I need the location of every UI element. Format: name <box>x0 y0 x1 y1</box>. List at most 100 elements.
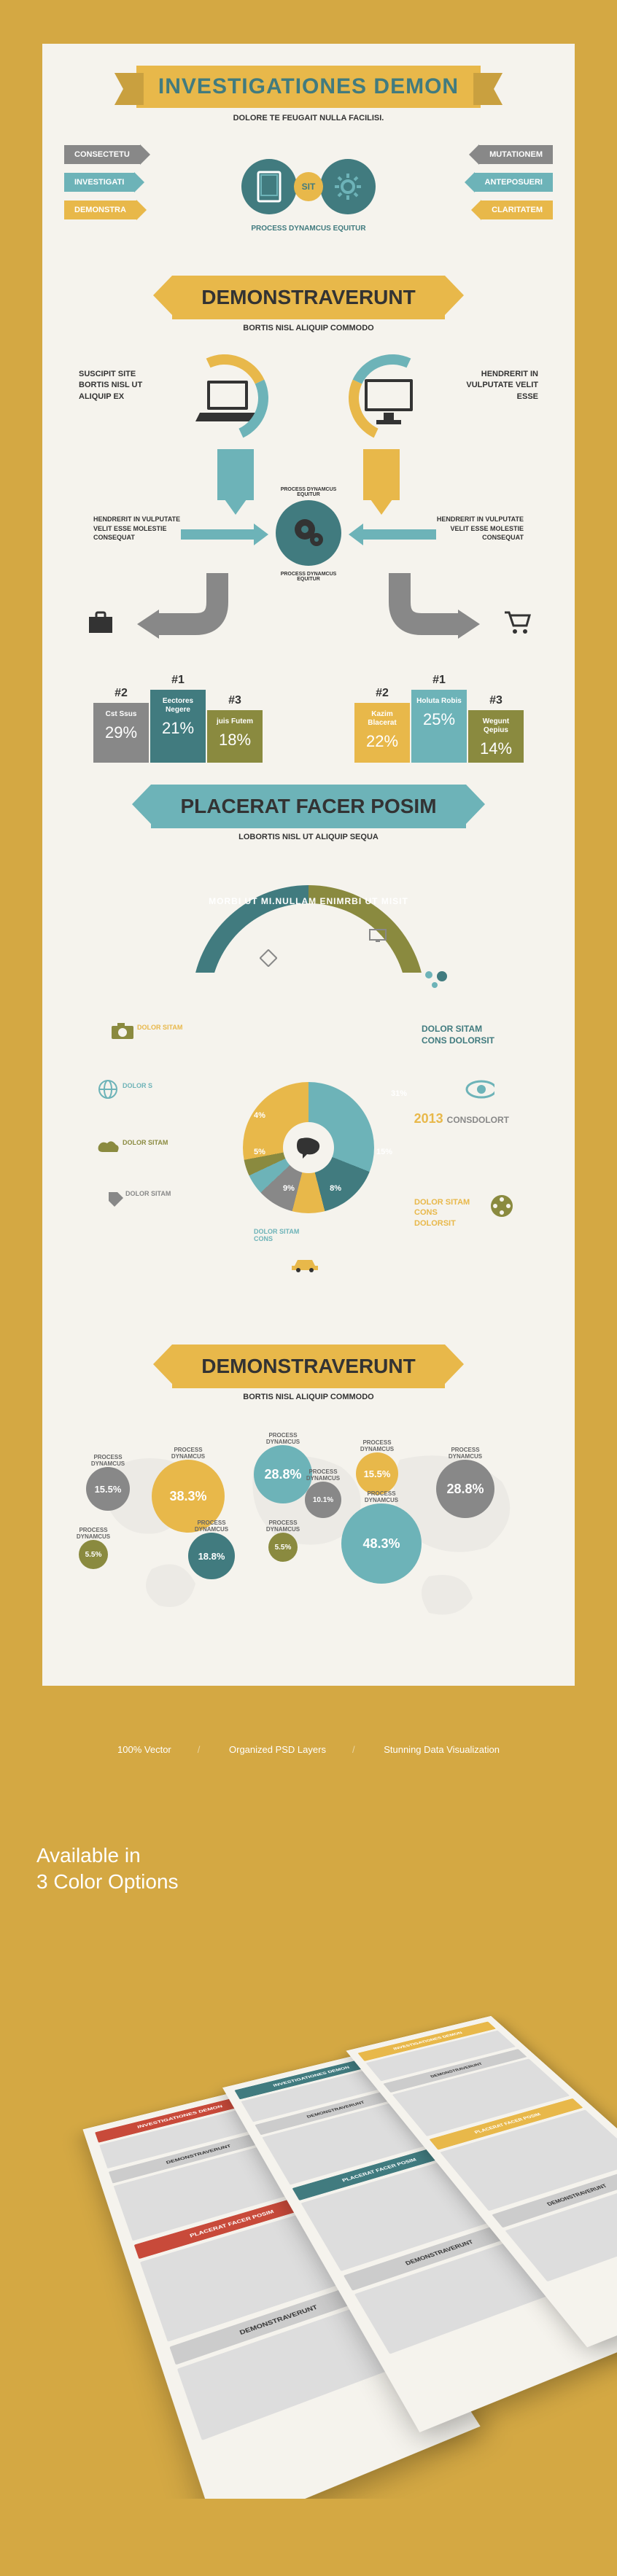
promo-section: Available in 3 Color Options INVESTIGATI… <box>0 1842 617 2499</box>
bubble-label-8: PROCESS DYNAMCUS <box>360 1490 403 1503</box>
side-label-l3: DOLOR S <box>123 1082 152 1089</box>
pie-pct-5: 4% <box>254 1111 265 1120</box>
bubble-label-2: PROCESS DYNAMCUS <box>166 1447 210 1460</box>
heading-arrow-2: PLACERAT FACER POSIM <box>151 785 465 828</box>
tag-2: Stunning Data Visualization <box>384 1744 500 1755</box>
mid-text-right: HENDRERIT IN VULPUTATE VELIT ESSE MOLEST… <box>436 515 524 542</box>
side-label-l5: DOLOR SITAM <box>125 1190 171 1197</box>
center-circles: SIT <box>241 159 376 214</box>
tag-1: Organized PSD Layers <box>229 1744 326 1755</box>
molecule-icon <box>422 965 451 995</box>
mid-text-left: HENDRERIT IN VULPUTATE VELIT ESSE MOLEST… <box>93 515 181 542</box>
bubble-label-0: PROCESS DYNAMCUS <box>86 1454 130 1467</box>
side-label-l4: DOLOR SITAM <box>123 1139 168 1146</box>
rank-bar: #1Holuta Robis25% <box>411 690 467 763</box>
main-subtitle: DOLORE TE FEUGAIT NULLA FACILISI. <box>64 114 553 122</box>
rank-bar: #2Cst Ssus29% <box>93 703 149 763</box>
eye-icon <box>465 1075 494 1104</box>
bubble-1: 5.5% <box>79 1540 108 1569</box>
map-section: 15.5%PROCESS DYNAMCUS5.5%PROCESS DYNAMCU… <box>64 1423 553 1657</box>
arrow-right: ANTEPOSUERI <box>465 172 553 192</box>
gear-big-icon <box>290 515 327 551</box>
pie-section: MORBI UT MI.NULLAM ENIMRBI UT MISIT 31% … <box>64 871 553 1323</box>
heading-arrow-1: DEMONSTRAVERUNT <box>172 276 444 319</box>
section1-heading: .heading-arrow[style*="rgb(232, 184, 74)… <box>64 276 553 332</box>
side-label-r1: DOLOR SITAM CONS DOLORSIT <box>414 1197 480 1229</box>
promo-l2: 3 Color Options <box>36 1870 179 1893</box>
side-label-l2: DOLOR SITAM <box>137 1024 182 1031</box>
bubble-8: 48.3% <box>341 1503 422 1584</box>
bubble-7: 15.5% <box>356 1452 398 1495</box>
cloud-icon <box>93 1133 123 1162</box>
side-label-r0: DOLOR SITAM CONS DOLORSIT <box>422 1024 509 1046</box>
pie-pct-2: 8% <box>330 1184 341 1193</box>
section2-title: PLACERAT FACER POSIM <box>180 795 436 817</box>
bubble-9: 28.8% <box>436 1460 494 1518</box>
flow-arrow-left <box>217 449 254 500</box>
ranks-left: #2Cst Ssus29%#1Eectores Negere21%#3juis … <box>93 690 263 763</box>
flow-section: SUSCIPIT SITE BORTIS NISL UT ALIQUIP EX … <box>64 354 553 763</box>
flow-text-left: SUSCIPIT SITE BORTIS NISL UT ALIQUIP EX <box>79 369 166 402</box>
cart-icon <box>502 610 531 639</box>
bubble-label-3: PROCESS DYNAMCUS <box>190 1519 233 1533</box>
flow-text-right: HENDRERIT IN VULPUTATE VELIT ESSE <box>451 369 538 402</box>
morbi-text: MORBI UT MI.NULLAM ENIMRBI UT MISIT <box>209 896 408 906</box>
rank-bar: #2Kazim Blacerat22% <box>354 703 410 763</box>
rank-bar: #3juis Futem18% <box>207 710 263 763</box>
bubble-label-1: PROCESS DYNAMCUS <box>71 1527 115 1540</box>
arc-right <box>336 342 449 454</box>
bubble-label-4: PROCESS DYNAMCUS <box>261 1432 305 1445</box>
heading-arrow-3: DEMONSTRAVERUNT <box>172 1345 444 1388</box>
briefcase-icon <box>86 610 115 639</box>
bubble-label-5: PROCESS DYNAMCUS <box>301 1468 345 1482</box>
section3-heading: .heading-arrow[style*="rgb(232, 184, 74)… <box>64 1345 553 1401</box>
section3-title: DEMONSTRAVERUNT <box>201 1355 415 1377</box>
arrows-section: CONSECTETUINVESTIGATIDEMONSTRAMUTATIONEM… <box>64 137 553 254</box>
bubble-label-7: PROCESS DYNAMCUS <box>355 1439 399 1452</box>
promo-l1: Available in <box>36 1844 141 1867</box>
tag-icon <box>254 943 283 973</box>
bubble-0: 15.5% <box>86 1467 130 1511</box>
section1-subtitle: BORTIS NISL ALIQUIP COMMODO <box>64 324 553 332</box>
arrow-right: MUTATIONEM <box>469 144 553 165</box>
camera-icon <box>108 1016 137 1046</box>
gear-bottom-label: PROCESS DYNAMCUS EQUITUR <box>272 572 345 582</box>
arrow-left: CONSECTETU <box>64 144 150 165</box>
pie-center <box>283 1122 334 1173</box>
pie-pct-3: 9% <box>283 1184 295 1193</box>
bubble-3: 18.8% <box>188 1533 235 1579</box>
section2-subtitle: LOBORTIS NISL UT ALIQUIP SEQUA <box>64 833 553 841</box>
section1-title: DEMONSTRAVERUNT <box>201 286 415 308</box>
title-banner: INVESTIGATIONES DEMON DOLORE TE FEUGAIT … <box>64 66 553 122</box>
pie-pct-0: 31% <box>391 1089 407 1098</box>
globe-icon <box>93 1075 123 1104</box>
arrow-left: DEMONSTRA <box>64 200 147 220</box>
gear-top-label: PROCESS DYNAMCUS EQUITUR <box>272 487 345 497</box>
tag2-icon <box>101 1184 130 1213</box>
gear-center <box>276 500 341 566</box>
flow-arrow-right <box>363 449 400 500</box>
arrow-to-gear-right <box>349 524 436 545</box>
pie-bottom-label-1: DOLOR SITAM CONS <box>254 1228 312 1242</box>
infographic-card: INVESTIGATIONES DEMON DOLORE TE FEUGAIT … <box>42 44 575 1686</box>
section2-heading: .heading-arrow[style*="rgb(109, 179, 184… <box>64 785 553 841</box>
brain-icon <box>294 1135 323 1160</box>
bend-arrow-left <box>137 573 232 661</box>
arrow-right: CLARITATEM <box>471 200 553 220</box>
rank-bar: #3Wegunt Qepius14% <box>468 710 524 763</box>
promo-mockup: INVESTIGATIONES DEMON DEMONSTRAVERUNT PL… <box>78 2016 617 2499</box>
page-background: INVESTIGATIONES DEMON DOLORE TE FEUGAIT … <box>0 0 617 2499</box>
ranks-right: #2Kazim Blacerat22%#1Holuta Robis25%#3We… <box>354 690 524 763</box>
banner-ribbon: INVESTIGATIONES DEMON <box>136 66 481 108</box>
arc-left <box>168 342 281 454</box>
section3-subtitle: BORTIS NISL ALIQUIP COMMODO <box>64 1393 553 1401</box>
pie-pct-4: 5% <box>254 1148 265 1156</box>
bubble-label-6: PROCESS DYNAMCUS <box>261 1519 305 1533</box>
car-icon <box>290 1250 319 1279</box>
bubble-6: 5.5% <box>268 1533 298 1562</box>
reel-icon <box>487 1191 516 1221</box>
year-label: 2013 CONSDOLORT <box>414 1111 509 1126</box>
screen-mini-icon <box>363 922 392 951</box>
bubble-5: 10.1% <box>305 1482 341 1518</box>
arrow-to-gear-left <box>181 524 268 545</box>
